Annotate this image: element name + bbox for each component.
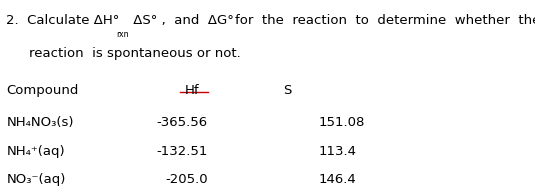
Text: NH₄⁺(aq): NH₄⁺(aq) bbox=[6, 145, 65, 158]
Text: reaction  is spontaneous or not.: reaction is spontaneous or not. bbox=[29, 47, 241, 60]
Text: Compound: Compound bbox=[6, 84, 79, 97]
Text: NO₃⁻(aq): NO₃⁻(aq) bbox=[6, 173, 66, 186]
Text: -365.56: -365.56 bbox=[156, 116, 208, 129]
Text: S: S bbox=[284, 84, 292, 97]
Text: 151.08: 151.08 bbox=[318, 116, 365, 129]
Text: -132.51: -132.51 bbox=[156, 145, 208, 158]
Text: NH₄NO₃(s): NH₄NO₃(s) bbox=[6, 116, 74, 129]
Text: Hf: Hf bbox=[185, 84, 199, 97]
Text: for  the  reaction  to  determine  whether  the: for the reaction to determine whether th… bbox=[235, 14, 535, 27]
Text: ΔS° ,  and  ΔG°: ΔS° , and ΔG° bbox=[129, 14, 234, 27]
Text: 146.4: 146.4 bbox=[318, 173, 356, 186]
Text: 2.  Calculate ΔH°: 2. Calculate ΔH° bbox=[6, 14, 120, 27]
Text: 113.4: 113.4 bbox=[318, 145, 356, 158]
Text: -205.0: -205.0 bbox=[165, 173, 208, 186]
Text: rxn: rxn bbox=[117, 30, 129, 39]
